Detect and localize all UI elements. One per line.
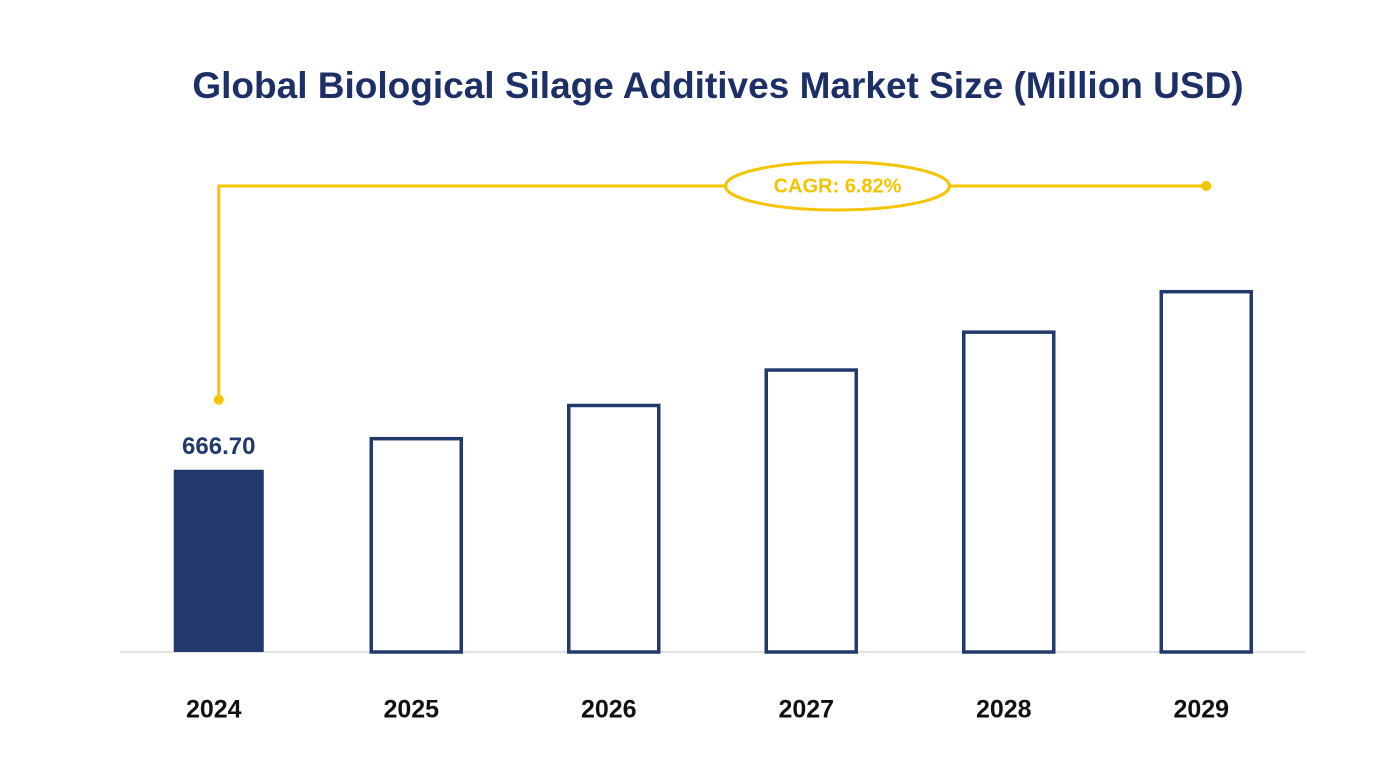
x-tick-label: 2027 — [778, 696, 834, 724]
bar — [369, 436, 463, 654]
bar — [962, 330, 1056, 654]
bar — [1159, 289, 1253, 654]
cagr-label: CAGR: 6.82% — [774, 175, 902, 197]
cagr-badge — [724, 160, 951, 212]
x-tick-label: 2029 — [1173, 696, 1229, 724]
x-tick-label: 2028 — [976, 696, 1032, 724]
bar — [567, 403, 661, 654]
x-tick-label: 2024 — [186, 696, 242, 724]
x-tick-label: 2026 — [581, 696, 637, 724]
cagr-line — [217, 184, 1207, 400]
value-label: 666.70 — [182, 433, 255, 460]
bar — [173, 469, 264, 652]
chart-title: Global Biological Silage Additives Marke… — [192, 65, 1243, 106]
bar — [764, 368, 858, 654]
cagr-dot — [213, 394, 224, 405]
x-tick-label: 2025 — [383, 696, 439, 724]
cagr-dot — [1201, 181, 1212, 191]
